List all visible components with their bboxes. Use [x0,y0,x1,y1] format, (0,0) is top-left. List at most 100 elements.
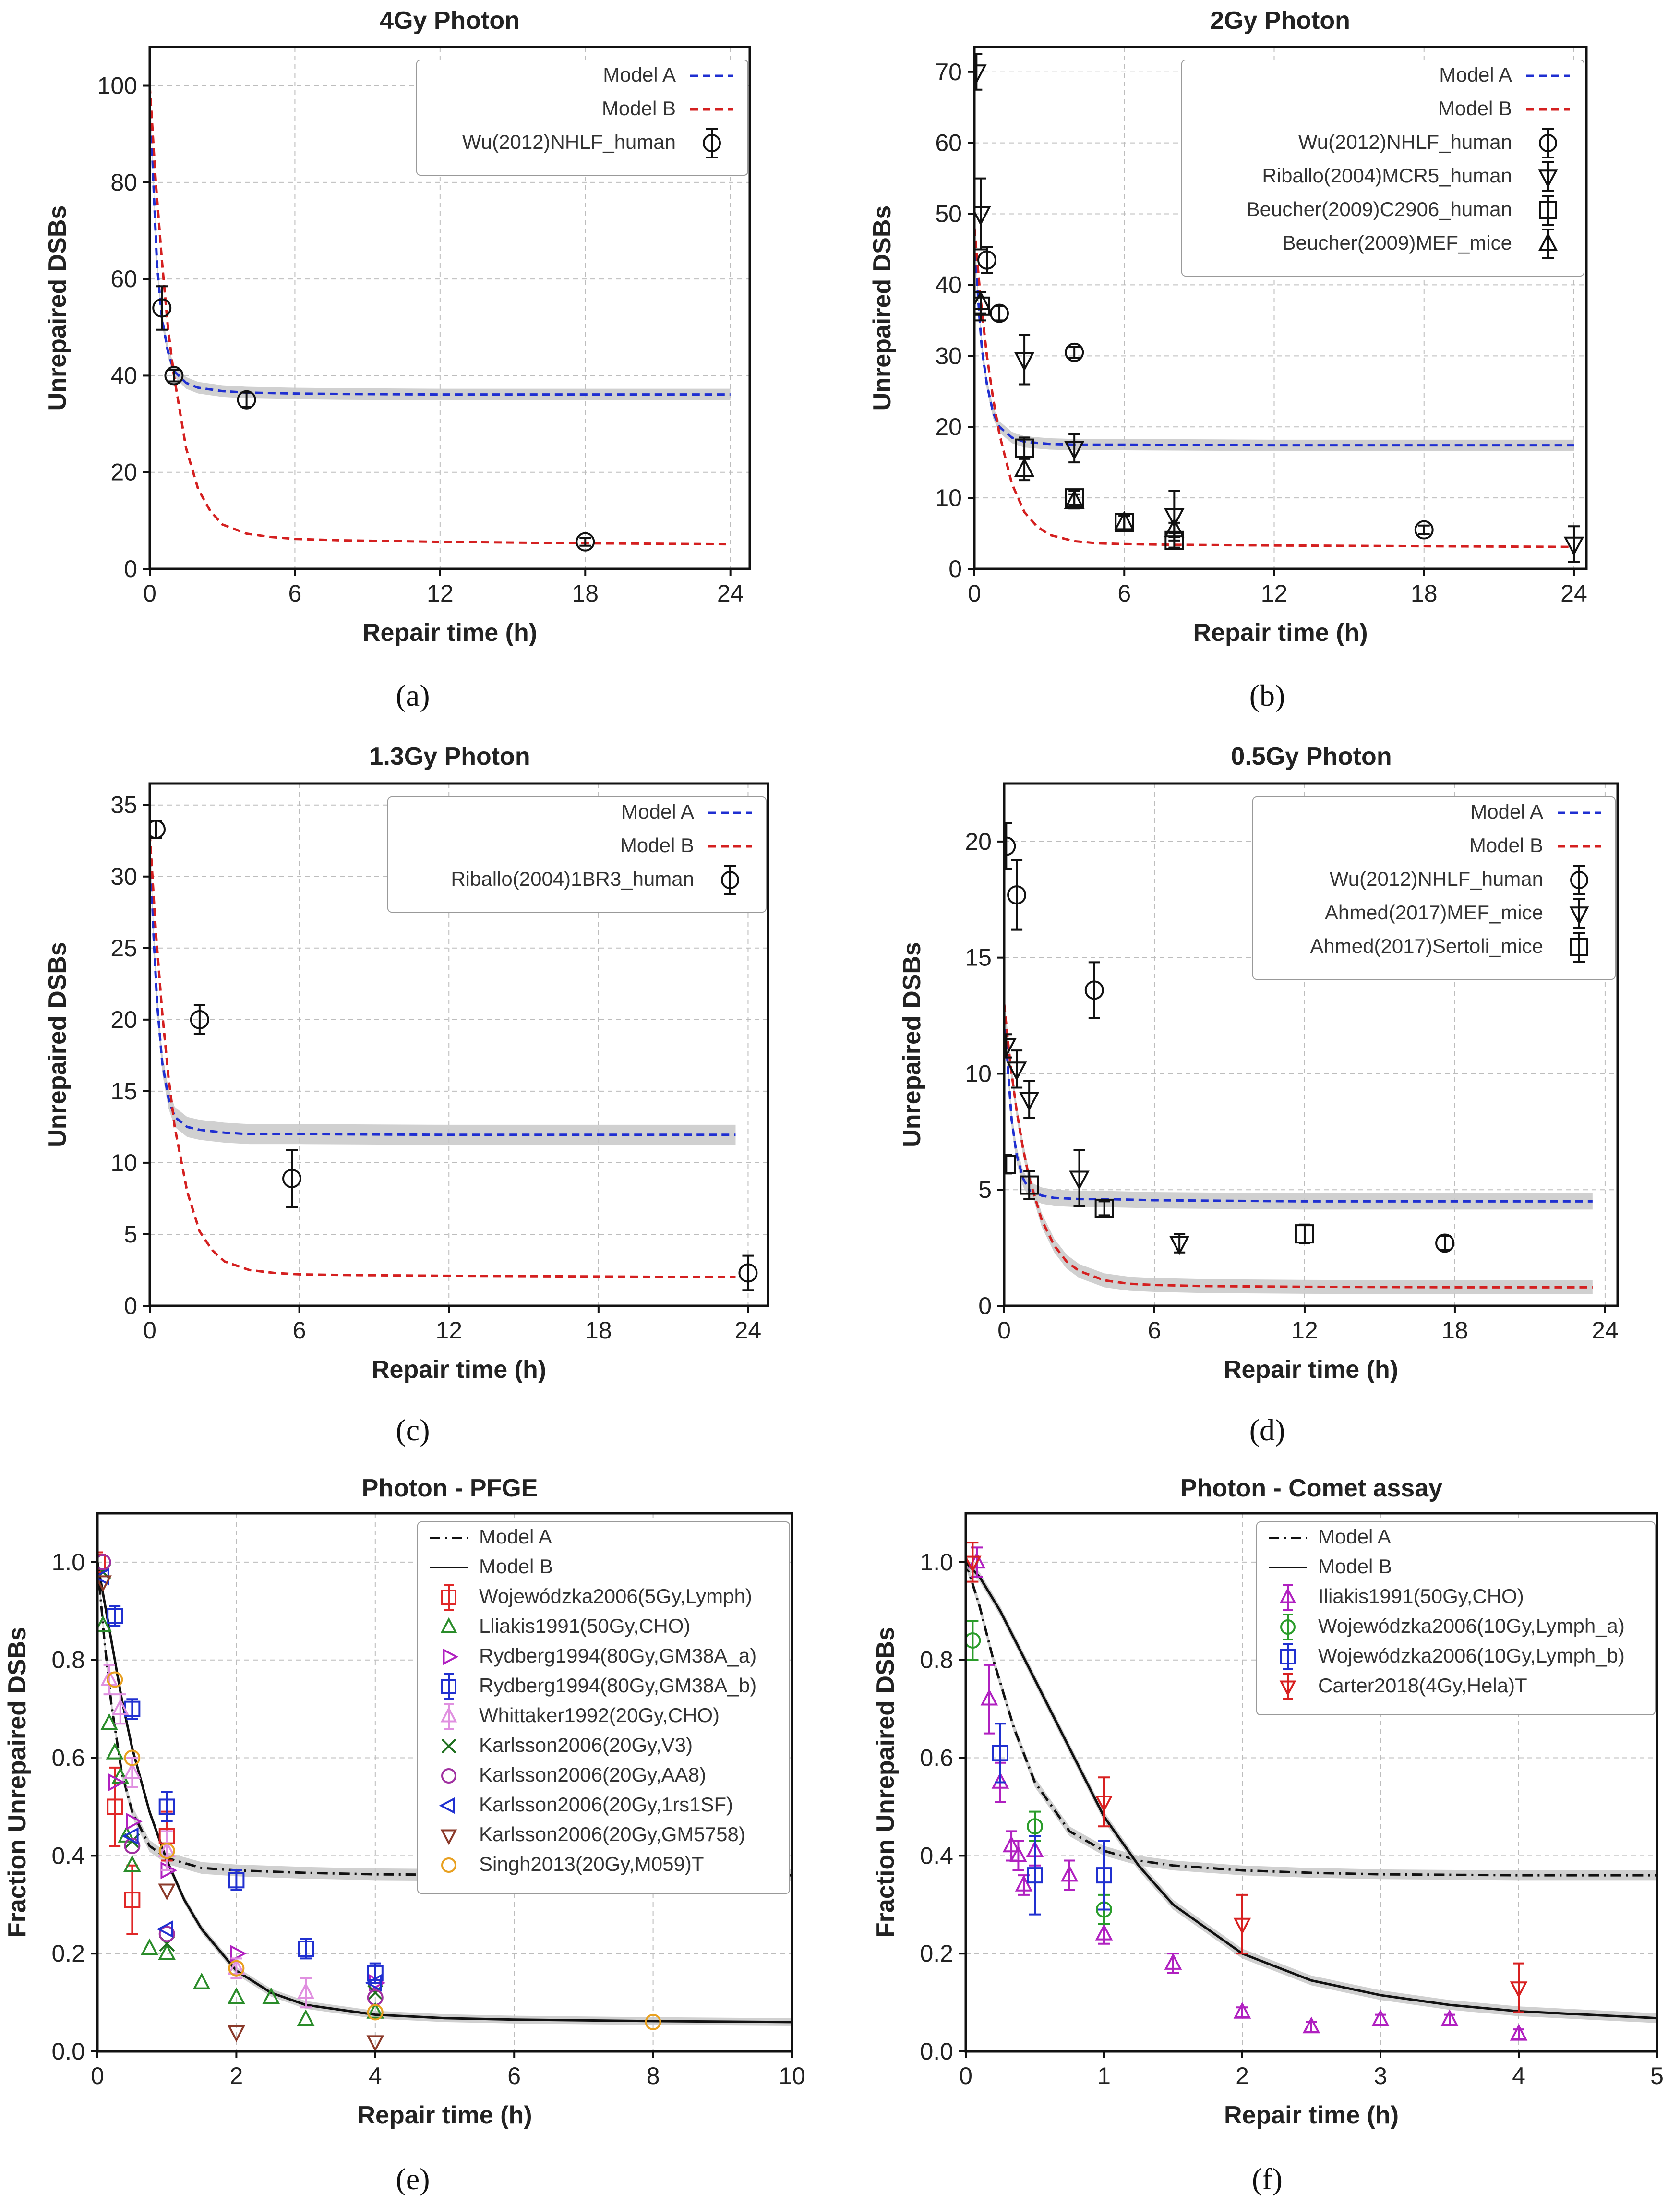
model-line-b [974,228,1574,548]
legend-error-bar [1283,1643,1293,1670]
data-point [108,1773,125,1791]
legend-label: Wojewódzka2006(10Gy,Lymph_b) [1318,1644,1625,1667]
plot-area [1004,822,1593,1294]
x-tick-label: 12 [1291,1317,1318,1344]
x-tick-label: 0 [91,2062,104,2089]
data-point [990,303,1009,323]
data-point [262,1987,280,2004]
x-tick-label: 24 [717,580,744,607]
model-line-a [150,833,736,1136]
data-point [977,250,997,270]
data-point [1014,457,1035,477]
error-bar [1023,1079,1035,1119]
legend-marker [1539,134,1557,152]
y-tick-label: 30 [935,342,962,369]
legend-marker [441,1679,456,1694]
data-point [1060,1865,1079,1882]
legend-label: Karlsson2006(20Gy,V3) [479,1734,693,1756]
error-bar [156,285,168,331]
y-tick-label: 15 [965,944,992,971]
data-point [1009,1845,1027,1862]
y-tick-label: 0.2 [920,1940,953,1967]
x-axis-label: Repair time (h) [372,1356,546,1384]
y-tick-label: 0 [124,555,137,582]
error-bar [975,177,987,251]
data-point [124,1749,141,1766]
x-tick-label: 0 [959,2062,972,2089]
data-point [121,1827,139,1845]
error-bar [1418,524,1430,535]
plot-area [97,1551,792,2051]
y-tick-label: 10 [110,1149,137,1176]
legend-label: Beucher(2009)MEF_mice [1282,231,1512,254]
y-axis-label: Unrepaired DSBs [44,942,72,1147]
error-bar [161,1791,173,1823]
legend-label: Riballo(2004)1BR3_human [451,868,694,890]
y-tick-label: 20 [935,413,962,440]
data-point [228,1960,245,1977]
x-axis-label: Repair time (h) [362,619,537,647]
data-point [228,2025,245,2042]
x-tick-label: 18 [1411,580,1438,607]
y-axis-label: Unrepaired DSBs [44,205,72,411]
data-point [1020,1175,1039,1195]
data-point [1095,1796,1113,1812]
panel-title: Photon - PFGE [362,1474,538,1502]
x-axis-label: Repair time (h) [1224,2101,1399,2129]
legend-label: Rydberg1994(80Gy,GM38A_a) [479,1644,756,1667]
plot-area [150,80,731,552]
y-tick-label: 1.0 [920,1549,953,1576]
legend-label: Wojewódzka2006(5Gy,Lymph) [479,1585,752,1607]
data-point [1233,2001,1251,2019]
error-bar [1098,1200,1110,1217]
panel-caption: (f) [1252,2162,1283,2196]
legend-label: Whittaker1992(20Gy,CHO) [479,1704,720,1726]
legend-label: Model B [1438,97,1512,120]
x-tick-label: 0 [997,1317,1011,1344]
data-point [1064,489,1085,509]
x-tick-label: 6 [1148,1317,1161,1344]
model-line-b [966,1561,1657,2020]
data-series [966,1542,1528,2013]
data-point [158,1926,175,1942]
data-point [1233,1917,1251,1935]
data-point [1027,1818,1043,1835]
legend-marker [439,1797,455,1814]
data-point [164,366,184,386]
panel-title: 2Gy Photon [1210,7,1350,35]
y-tick-label: 0 [948,555,962,582]
data-point [228,1872,245,1889]
data-point [158,1883,176,1901]
panel-b: 0 6 12 18 24 0 10 20 30 40 50 60 70 2Gy Photon Repair … [868,7,1588,712]
error-bar [742,1254,754,1291]
legend-label: Model B [479,1555,553,1578]
x-tick-label: 24 [1592,1317,1619,1344]
legend-marker [441,1768,456,1784]
y-tick-label: 60 [935,130,962,157]
data-point [124,1892,141,1908]
data-point [158,1840,176,1857]
data-series [152,285,595,552]
error-bar [579,537,591,547]
data-point [1563,536,1584,556]
data-point [141,1938,158,1955]
y-tick-label: 0.8 [51,1647,85,1674]
legend-label: Model B [1318,1555,1392,1578]
x-tick-label: 6 [288,580,302,607]
data-point [1069,1170,1090,1191]
legend-marker [1569,906,1589,925]
legend-box [1252,796,1616,980]
data-point [100,1713,118,1730]
legend-label: Rydberg1994(80Gy,GM38A_b) [479,1674,756,1697]
data-series [1004,1154,1314,1244]
plot-area [150,820,758,1291]
x-tick-label: 6 [293,1317,306,1344]
y-tick-label: 0.6 [51,1745,85,1772]
legend-label: Model A [603,63,676,86]
y-tick-label: 20 [110,1006,137,1033]
plot-frame [148,46,751,570]
y-tick-label: 35 [110,792,137,819]
legend-label: Beucher(2009)C2906_human [1247,198,1512,220]
panel-caption: (c) [396,1413,430,1447]
data-point [1015,1874,1033,1892]
